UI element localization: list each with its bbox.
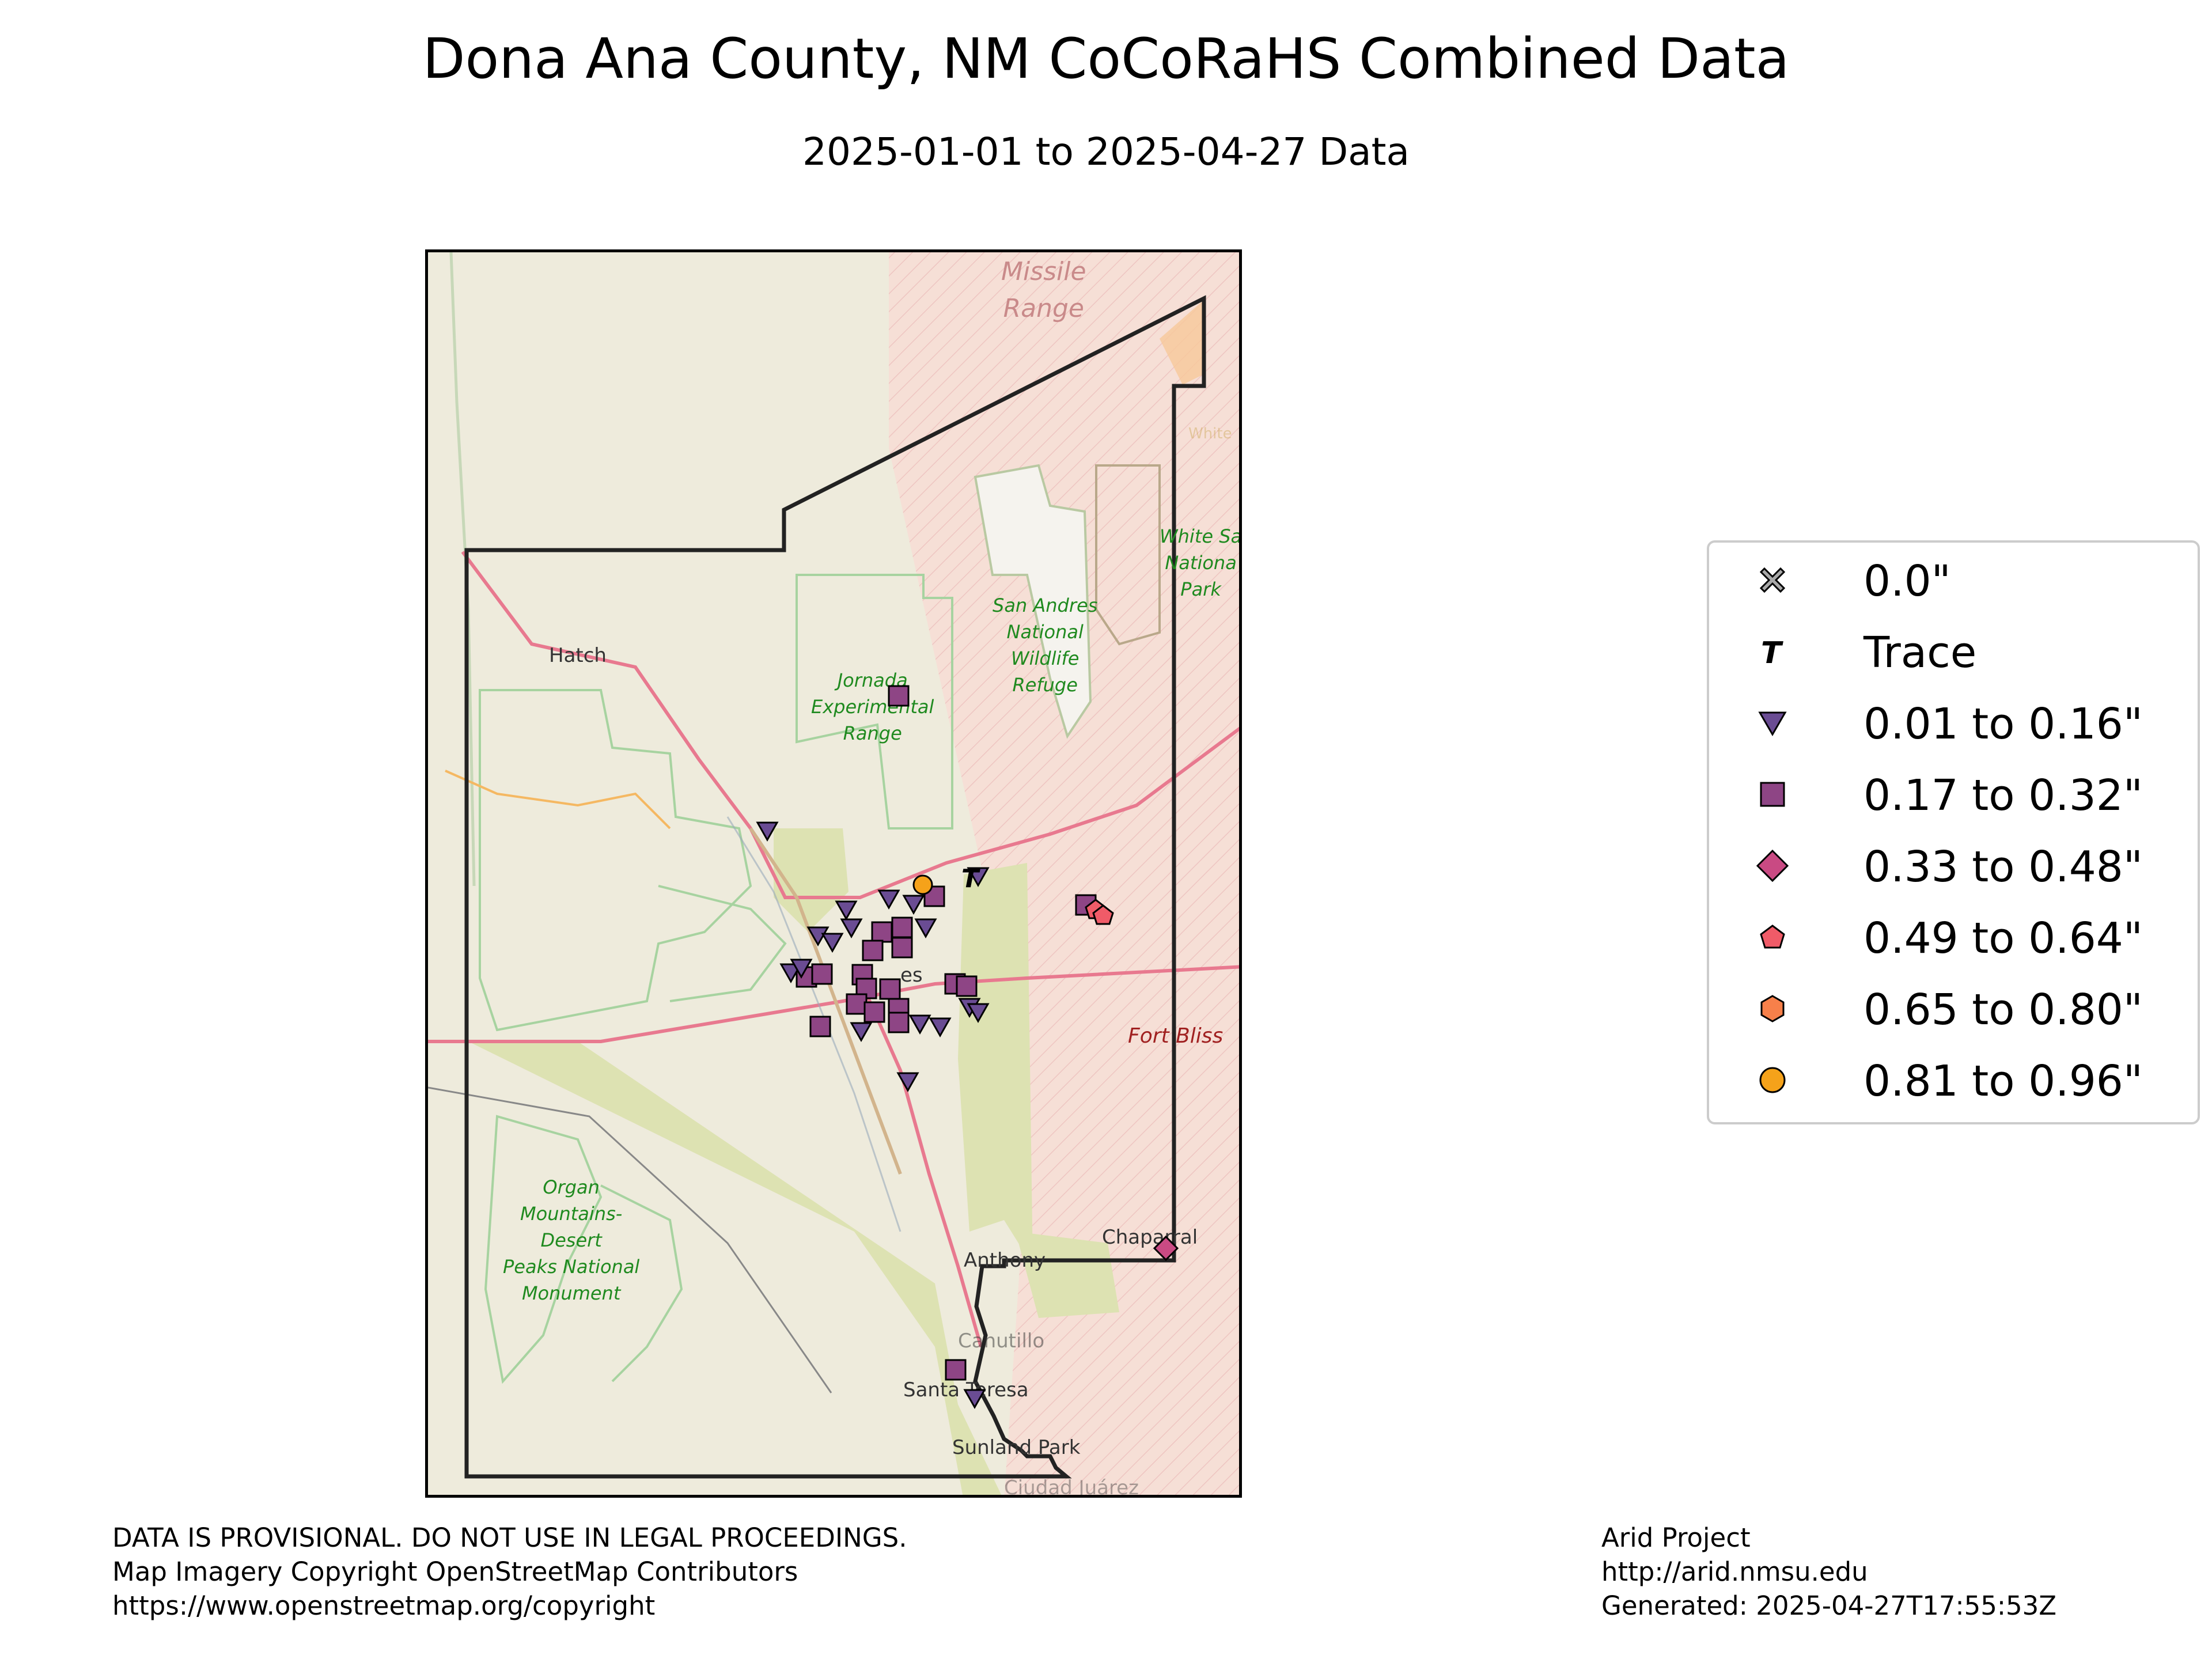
canutillo-label: Canutillo [958, 1330, 1045, 1353]
station-marker[interactable] [912, 874, 933, 895]
legend-label: 0.81 to 0.96" [1863, 1056, 2143, 1106]
white-sands-label: White Sa Nationa Park [1160, 525, 1242, 600]
station-marker[interactable] [811, 963, 833, 985]
ciudad-juarez-label: Ciudad Juárez [1004, 1476, 1139, 1498]
station-marker[interactable] [891, 916, 913, 938]
las-cruces-label: es [900, 964, 923, 987]
station-marker[interactable] [888, 685, 910, 707]
county-border [464, 295, 1206, 1479]
station-marker[interactable] [902, 895, 925, 915]
hatch-label: Hatch [549, 644, 607, 667]
station-marker[interactable] [945, 1359, 967, 1381]
legend-label: 0.65 to 0.80" [1863, 985, 2143, 1035]
legend-label: 0.0" [1863, 556, 1951, 606]
station-marker[interactable] [840, 918, 863, 939]
san-andres-refuge-label: San Andres National Wildlife Refuge [993, 594, 1098, 696]
legend-item-hexagon: 0.65 to 0.80" [1709, 977, 2198, 1040]
station-marker[interactable] [821, 933, 844, 953]
station-marker[interactable] [835, 900, 858, 921]
map-legend: 0.0" T Trace 0.01 to 0.16" 0.17 to 0.32"… [1707, 540, 2200, 1124]
station-marker[interactable] [914, 918, 937, 939]
station-marker[interactable] [850, 1022, 873, 1043]
station-marker[interactable] [1092, 904, 1114, 925]
station-marker[interactable] [908, 1014, 931, 1035]
legend-pentagon-icon [1760, 925, 1785, 949]
footer-credits: Arid Project http://arid.nmsu.edu Genera… [1601, 1522, 2057, 1621]
legend-item-square: 0.17 to 0.32" [1709, 763, 2198, 826]
station-marker[interactable] [756, 821, 779, 842]
national-land-area [468, 1041, 1002, 1495]
county-map[interactable]: Missile Range San Andres National Wildli… [425, 249, 1242, 1498]
legend-item-trace: T Trace [1709, 620, 2198, 683]
legend-trace-icon: T [1761, 636, 1783, 669]
legend-label: 0.01 to 0.16" [1863, 699, 2143, 749]
interstate-25 [461, 551, 1239, 899]
station-marker[interactable] [806, 926, 830, 947]
footer-disclaimer: DATA IS PROVISIONAL. DO NOT USE IN LEGAL… [112, 1522, 907, 1621]
legend-item-diamond: 0.33 to 0.48" [1709, 834, 2198, 897]
anthony-label: Anthony [964, 1249, 1046, 1272]
station-marker[interactable] [862, 940, 884, 961]
legend-label: 0.17 to 0.32" [1863, 771, 2143, 820]
station-marker[interactable] [871, 921, 893, 943]
legend-diamond-icon [1756, 849, 1789, 882]
legend-hexagon-icon [1760, 995, 1785, 1022]
station-marker[interactable] [891, 937, 913, 959]
legend-square-icon [1760, 782, 1785, 807]
legend-item-triangle: 0.01 to 0.16" [1709, 691, 2198, 755]
station-marker[interactable] [967, 867, 990, 888]
white-label: White [1188, 425, 1232, 442]
station-marker[interactable] [863, 1001, 885, 1023]
legend-item-circle: 0.81 to 0.96" [1709, 1048, 2198, 1112]
legend-label: Trace [1863, 628, 1977, 677]
station-marker[interactable] [888, 1012, 910, 1033]
legend-circle-icon [1759, 1067, 1786, 1093]
svg-text:T: T [1761, 636, 1783, 669]
chart-title: Dona Ana County, NM CoCoRaHS Combined Da… [422, 26, 1790, 91]
legend-label: 0.49 to 0.64" [1863, 914, 2143, 963]
station-marker[interactable] [809, 1016, 831, 1037]
map-basemap [428, 252, 1239, 1495]
chart-subtitle: 2025-01-01 to 2025-04-27 Data [802, 130, 1410, 174]
station-marker[interactable] [963, 1389, 986, 1410]
station-marker[interactable] [879, 978, 901, 1000]
station-marker[interactable] [956, 975, 978, 997]
legend-item-zero: 0.0" [1709, 548, 2198, 612]
legend-item-pentagon: 0.49 to 0.64" [1709, 906, 2198, 969]
organ-mountains-label: Organ Mountains- Desert Peaks National M… [503, 1176, 640, 1304]
legend-cross-icon [1759, 567, 1786, 593]
station-marker[interactable] [1153, 1235, 1179, 1262]
missile-range-label: Missile Range [1001, 257, 1086, 323]
station-marker[interactable]: T [961, 864, 980, 893]
legend-triangle-down-icon [1758, 711, 1787, 736]
station-markers: T [756, 685, 1179, 1410]
fort-bliss-label: Fort Bliss [1128, 1024, 1224, 1048]
legend-label: 0.33 to 0.48" [1863, 842, 2143, 892]
station-marker[interactable] [929, 1017, 952, 1038]
station-marker[interactable] [967, 1003, 990, 1024]
station-marker[interactable] [877, 889, 900, 910]
station-marker[interactable] [790, 959, 813, 979]
station-marker[interactable] [896, 1072, 919, 1093]
station-marker[interactable] [846, 993, 868, 1015]
chaparral-label: Chaparral [1102, 1226, 1198, 1249]
sunland-park-label: Sunland Park [952, 1436, 1081, 1459]
